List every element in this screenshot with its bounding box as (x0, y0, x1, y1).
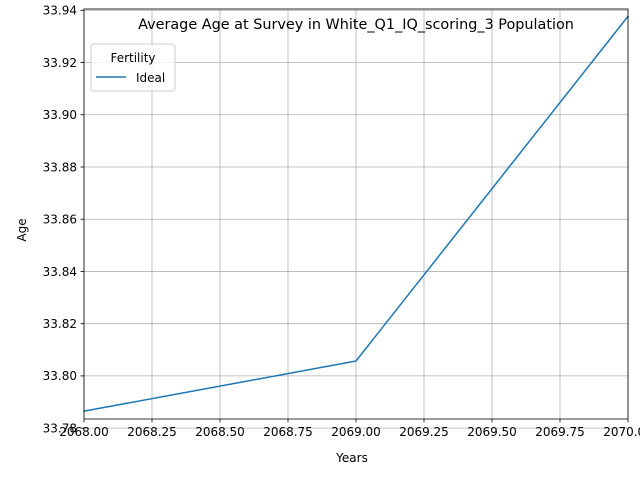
legend: Fertility Ideal (90, 43, 176, 92)
y-tick-label: 33.90 (43, 108, 77, 122)
y-tick-label: 33.88 (43, 160, 77, 174)
chart-title: Average Age at Survey in White_Q1_IQ_sco… (138, 17, 574, 33)
legend-title: Fertility (110, 51, 155, 65)
x-axis-title: Years (335, 451, 368, 465)
x-tick-label: 2068.25 (127, 425, 177, 439)
x-tick-label: 2069.25 (399, 425, 449, 439)
y-axis: 33.78 33.80 33.82 33.84 33.86 33.88 33.90 33.92… (43, 4, 84, 435)
y-tick-label: 33.82 (43, 317, 77, 331)
legend-box (90, 43, 176, 92)
y-tick-label: 33.86 (43, 213, 77, 227)
x-tick-label: 2070.00 (603, 425, 640, 439)
y-tick-label: 33.94 (43, 4, 77, 18)
legend-label: Ideal (136, 71, 165, 85)
y-tick-label: 33.92 (43, 56, 77, 70)
x-tick-label: 2068.00 (59, 425, 109, 439)
series-line-ideal (83, 15, 630, 413)
y-tick-label: 33.84 (43, 265, 77, 279)
x-tick-label: 2069.75 (535, 425, 585, 439)
y-tick-label: 33.78 (43, 421, 77, 435)
x-tick-label: 2069.00 (331, 425, 381, 439)
y-tick-label: 33.80 (43, 369, 77, 383)
y-axis-title: Age (15, 218, 29, 241)
x-tick-label: 2068.75 (263, 425, 313, 439)
x-axis: 2068.00 2068.25 2068.50 2068.75 2069.00 2069.… (59, 419, 640, 439)
x-tick-label: 2069.50 (467, 425, 517, 439)
x-tick-label: 2068.50 (195, 425, 245, 439)
series-layer (83, 15, 630, 413)
